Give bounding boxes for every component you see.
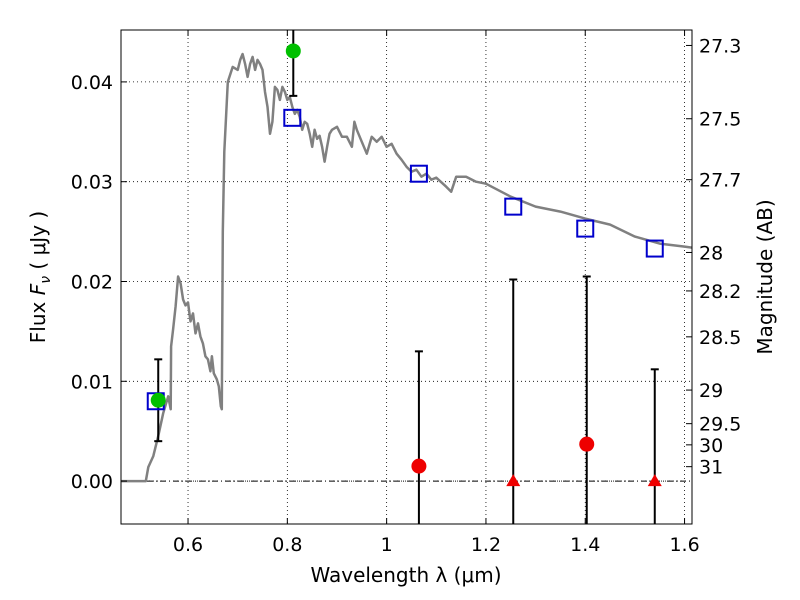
model-point — [409, 164, 428, 183]
x-tick-label: 1.2 — [471, 534, 501, 556]
mag-tick-label: 30 — [699, 435, 723, 457]
y-axis-left: 0.00 0.01 0.02 0.03 0.04 — [71, 72, 127, 493]
x-tick-label: 0.8 — [272, 534, 302, 556]
mag-tick-label: 29.5 — [699, 414, 741, 436]
template-spectrum-line — [121, 52, 692, 483]
y-tick-label: 0.01 — [71, 371, 113, 393]
x-axis: 0.6 0.8 1 1.2 1.4 1.6 — [173, 30, 700, 556]
mag-tick-label: 27.7 — [699, 170, 741, 192]
x-tick-label: 1.6 — [669, 534, 699, 556]
plot-area — [121, 52, 692, 483]
y-tick-label: 0.02 — [71, 271, 113, 293]
mag-tick-label: 28 — [699, 242, 723, 264]
mag-tick-label: 28.5 — [699, 327, 741, 349]
y-tick-label: 0.03 — [71, 172, 113, 194]
y-axis-label-prefix: Flux — [26, 295, 50, 343]
y-axis-label-suffix: ( μJy ) — [26, 211, 50, 276]
mag-tick-label: 27.5 — [699, 109, 741, 131]
y-tick-label: 0.00 — [71, 471, 113, 493]
data-markers — [146, 30, 664, 524]
y-tick-label: 0.04 — [71, 72, 113, 94]
x-tick-label: 1.4 — [570, 534, 600, 556]
x-axis-label: Wavelength λ (μm) — [310, 563, 501, 587]
y2-axis-label: Magnitude (AB) — [753, 199, 777, 354]
mag-tick-label: 27.3 — [699, 35, 741, 57]
nondetection-point — [579, 436, 595, 452]
grid-lines — [121, 30, 692, 524]
mag-tick-label: 29 — [699, 380, 723, 402]
plot-frame — [120, 29, 693, 525]
model-point — [283, 108, 302, 127]
model-point — [645, 239, 664, 258]
y-axis-label: Flux Fν ( μJy ) — [26, 211, 54, 343]
nondetection-upper-limit — [506, 474, 521, 487]
detection-point — [285, 43, 301, 59]
mag-tick-label: 31 — [699, 457, 723, 479]
x-tick-label: 1 — [381, 534, 393, 556]
y-axis-label-subscript: ν — [38, 276, 54, 284]
mag-tick-label: 28.2 — [699, 281, 741, 303]
x-tick-label: 0.6 — [173, 534, 203, 556]
nondetection-upper-limit — [647, 474, 662, 487]
model-point — [576, 219, 595, 238]
y-axis-label-symbol: F — [26, 283, 50, 295]
model-point — [504, 197, 523, 216]
detection-point — [150, 392, 166, 408]
nondetection-point — [411, 458, 427, 474]
